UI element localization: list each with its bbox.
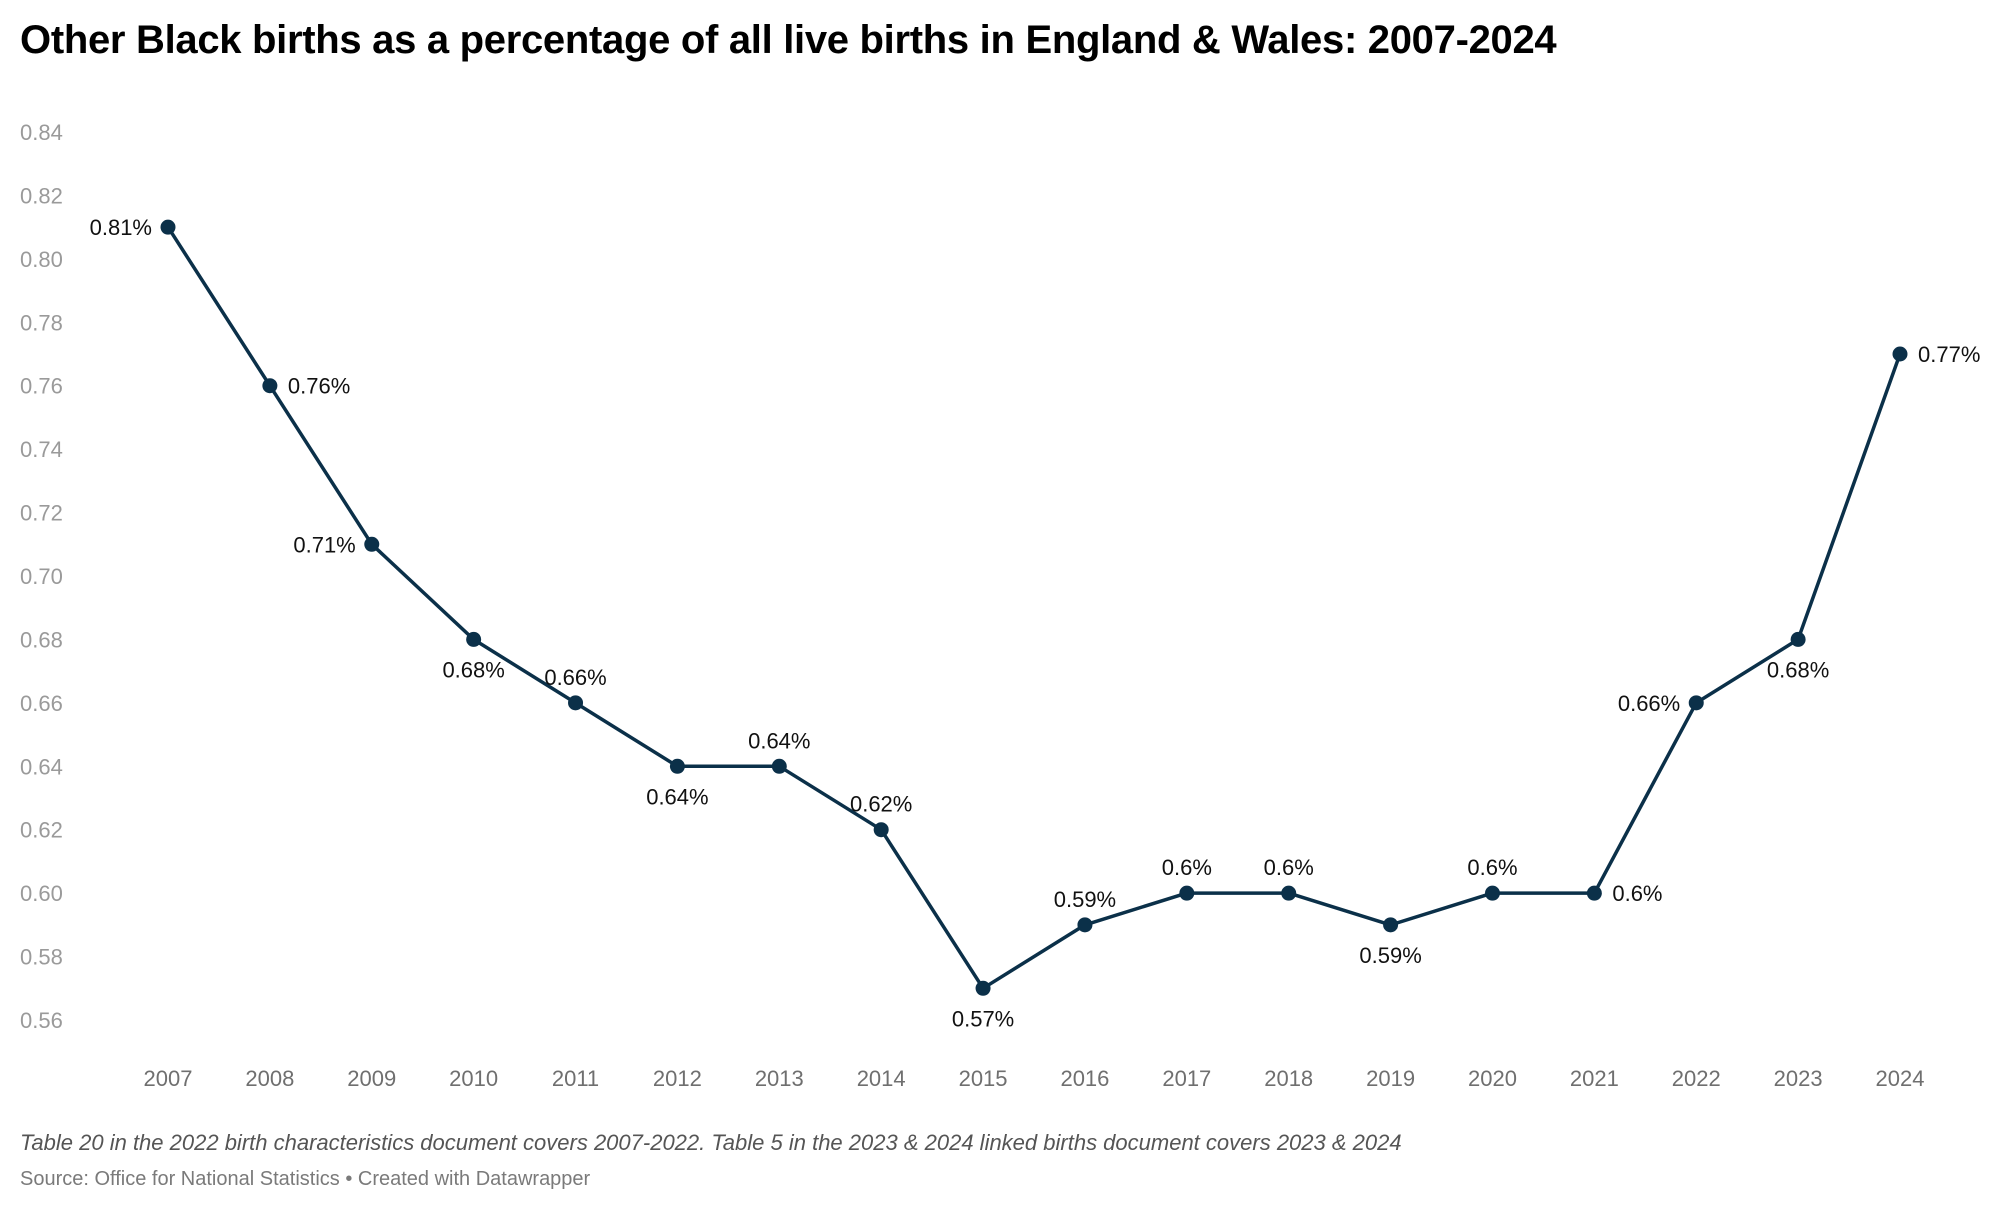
data-point[interactable]	[1281, 885, 1297, 901]
data-points	[160, 219, 1908, 996]
data-label: 0.66%	[544, 665, 606, 690]
data-label: 0.59%	[1359, 943, 1421, 968]
data-label: 0.6%	[1264, 855, 1314, 880]
x-tick-label: 2021	[1570, 1066, 1619, 1091]
x-tick-label: 2009	[347, 1066, 396, 1091]
data-label: 0.6%	[1612, 881, 1662, 906]
data-point[interactable]	[466, 631, 482, 647]
data-label: 0.77%	[1918, 342, 1980, 367]
y-tick-label: 0.60	[20, 881, 63, 906]
data-point[interactable]	[771, 758, 787, 774]
data-label: 0.76%	[288, 374, 350, 399]
y-tick-label: 0.82	[20, 183, 63, 208]
x-tick-label: 2017	[1162, 1066, 1211, 1091]
x-tick-label: 2012	[653, 1066, 702, 1091]
x-tick-label: 2022	[1672, 1066, 1721, 1091]
x-axis: 2007 2008 2009 2010 2011 2012 2013 2014 2015 2016…	[144, 1066, 1925, 1091]
data-point[interactable]	[1383, 917, 1399, 933]
data-point[interactable]	[1077, 917, 1093, 933]
x-tick-label: 2010	[449, 1066, 498, 1091]
data-label: 0.64%	[646, 784, 708, 809]
data-point[interactable]	[1179, 885, 1195, 901]
y-tick-label: 0.80	[20, 247, 63, 272]
data-label: 0.62%	[850, 792, 912, 817]
data-label: 0.68%	[1767, 657, 1829, 682]
y-tick-label: 0.56	[20, 1008, 63, 1033]
data-labels: 0.81% 0.76% 0.71% 0.68% 0.66% 0.64% 0.64% 0.62%…	[90, 215, 1981, 1031]
y-tick-label: 0.64	[20, 754, 63, 779]
y-tick-label: 0.78	[20, 310, 63, 335]
data-label: 0.81%	[90, 215, 152, 240]
chart-note: Table 20 in the 2022 birth characteristi…	[20, 1130, 1402, 1155]
data-point[interactable]	[975, 980, 991, 996]
y-tick-label: 0.72	[20, 501, 63, 526]
y-tick-label: 0.70	[20, 564, 63, 589]
data-point[interactable]	[1586, 885, 1602, 901]
x-tick-label: 2013	[755, 1066, 804, 1091]
y-tick-label: 0.58	[20, 945, 63, 970]
x-tick-label: 2023	[1774, 1066, 1823, 1091]
x-tick-label: 2016	[1060, 1066, 1109, 1091]
data-point[interactable]	[873, 822, 889, 838]
x-tick-label: 2007	[144, 1066, 193, 1091]
data-label: 0.71%	[293, 532, 355, 557]
data-point[interactable]	[568, 695, 584, 711]
y-tick-label: 0.62	[20, 818, 63, 843]
y-tick-label: 0.68	[20, 627, 63, 652]
data-point[interactable]	[1790, 631, 1806, 647]
data-point[interactable]	[669, 758, 685, 774]
series-line	[166, 226, 1902, 991]
data-label: 0.6%	[1162, 855, 1212, 880]
x-tick-label: 2008	[245, 1066, 294, 1091]
x-tick-label: 2011	[552, 1066, 599, 1091]
y-tick-label: 0.76	[20, 374, 63, 399]
chart-source: Source: Office for National Statistics •…	[20, 1168, 591, 1190]
data-point[interactable]	[1484, 885, 1500, 901]
data-label: 0.66%	[1618, 691, 1680, 716]
x-tick-label: 2015	[959, 1066, 1008, 1091]
data-label: 0.57%	[952, 1006, 1014, 1031]
y-tick-label: 0.66	[20, 691, 63, 716]
data-point[interactable]	[1688, 695, 1704, 711]
x-tick-label: 2024	[1876, 1066, 1925, 1091]
y-axis: 0.84 0.82 0.80 0.78 0.76 0.74 0.72 0.70 0.68 0.66…	[20, 120, 63, 1033]
x-tick-label: 2019	[1366, 1066, 1415, 1091]
x-tick-label: 2020	[1468, 1066, 1517, 1091]
chart-title: Other Black births as a percentage of al…	[20, 18, 1557, 62]
series-line-group	[166, 226, 1902, 991]
y-tick-label: 0.84	[20, 120, 63, 145]
y-tick-label: 0.74	[20, 437, 63, 462]
data-label: 0.64%	[748, 728, 810, 753]
data-point[interactable]	[1892, 346, 1908, 362]
data-label: 0.6%	[1467, 855, 1517, 880]
data-point[interactable]	[364, 536, 380, 552]
data-label: 0.68%	[442, 657, 504, 682]
data-point[interactable]	[160, 219, 176, 235]
data-point[interactable]	[262, 378, 278, 394]
x-tick-label: 2014	[857, 1066, 906, 1091]
x-tick-label: 2018	[1264, 1066, 1313, 1091]
data-label: 0.59%	[1054, 887, 1116, 912]
